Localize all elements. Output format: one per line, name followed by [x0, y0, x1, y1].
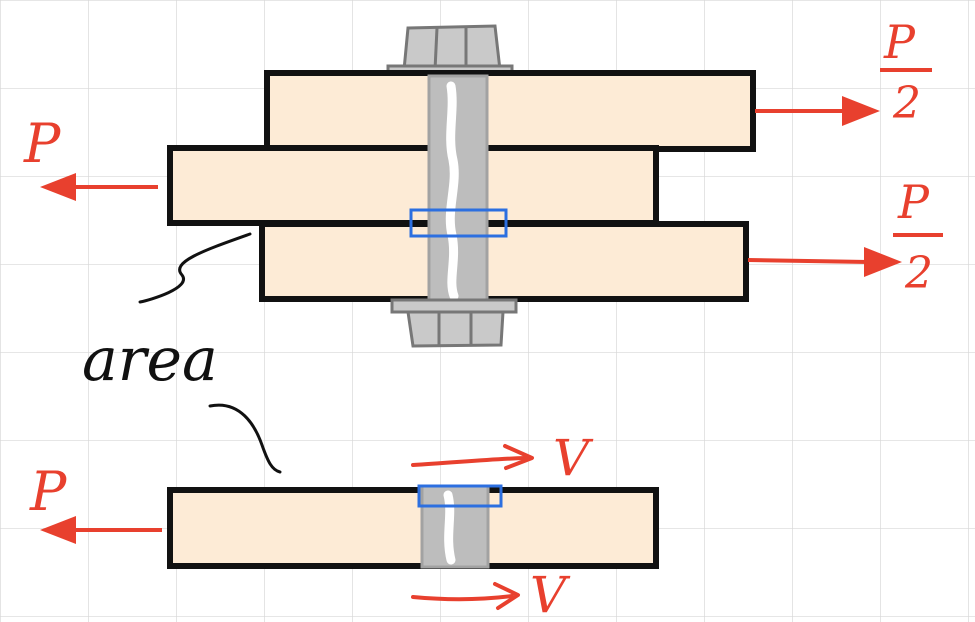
- free-body-bolt-section: [420, 484, 490, 569]
- p-half-bottom-numerator: P: [897, 175, 930, 229]
- area-leader-line-top: [138, 232, 252, 304]
- area-label: area: [82, 325, 218, 395]
- shear-arrow-v-bottom: [411, 582, 520, 610]
- force-arrow-p-left: [40, 173, 158, 201]
- top-plate: [264, 70, 756, 152]
- p-half-top-denominator: 2: [892, 78, 921, 129]
- bolt-nut-bottom: [390, 298, 518, 348]
- force-label-p-left: P: [23, 112, 62, 175]
- area-leader-line-bottom: [208, 403, 282, 474]
- shear-plane-box-free-body: [417, 484, 503, 508]
- shear-arrow-v-top: [411, 444, 534, 470]
- bolt-shank: [427, 74, 489, 306]
- shear-label-v-bottom: V: [530, 566, 571, 622]
- force-label-p-half-top: P 2: [880, 15, 932, 129]
- middle-plate: [167, 145, 659, 226]
- bolt-head-top: [386, 24, 514, 78]
- shear-plane-box-top: [409, 208, 508, 238]
- shear-label-v-top: V: [553, 429, 594, 487]
- force-arrow-p-half-top: [755, 96, 880, 126]
- force-arrow-p-left-free-body: [40, 516, 162, 544]
- force-label-p-half-bottom: P 2: [893, 175, 943, 299]
- force-arrow-p-half-bottom: [747, 247, 902, 277]
- p-half-bottom-denominator: 2: [904, 248, 933, 299]
- free-body-plate: [167, 487, 659, 569]
- p-half-top-numerator: P: [883, 15, 916, 69]
- force-label-p-free-body: P: [29, 460, 68, 523]
